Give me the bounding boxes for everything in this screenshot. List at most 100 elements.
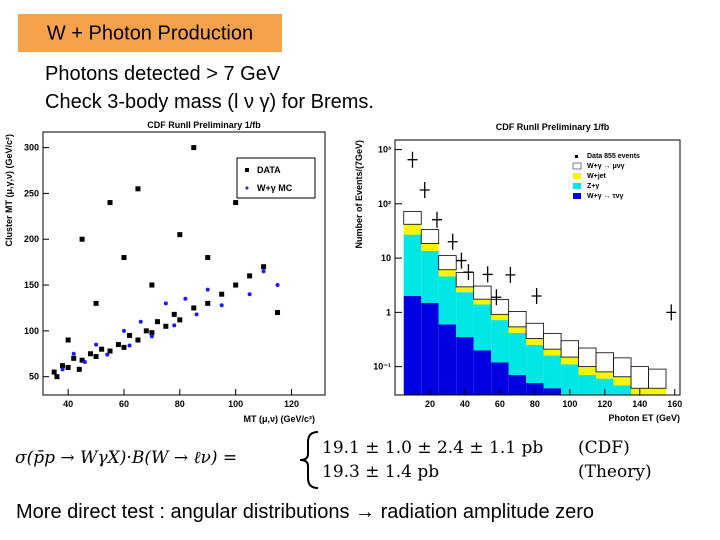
y-tick-label: 10³ — [378, 145, 391, 155]
y-tick-label: 50 — [29, 372, 39, 382]
legend-swatch — [573, 183, 581, 189]
mc-point — [275, 283, 280, 288]
y-tick-label: 10⁻¹ — [373, 362, 391, 372]
formula-source: (CDF) — [578, 438, 630, 458]
mc-point — [82, 360, 87, 365]
hist-segment — [648, 368, 667, 389]
hist-segment — [578, 347, 597, 368]
hist-segment — [630, 366, 649, 389]
legend-label: W+jet — [587, 173, 607, 180]
data-point — [191, 305, 197, 311]
hist-segment — [438, 324, 457, 395]
y-tick-label: 1 — [386, 307, 391, 317]
data-point — [447, 233, 458, 250]
footer-text: More direct test : angular distributions… — [16, 501, 594, 523]
hist-segment — [473, 299, 492, 305]
data-point — [531, 288, 542, 305]
legend-swatch — [572, 162, 582, 170]
hist-segment — [456, 337, 474, 395]
hist-segment — [561, 364, 579, 395]
hist-segment — [561, 357, 579, 365]
hist-segment — [526, 382, 544, 395]
hist-segment — [648, 388, 667, 395]
hist-segment — [543, 349, 562, 356]
legend-marker — [245, 186, 249, 190]
hist-segment — [421, 251, 439, 303]
data-point — [482, 266, 493, 283]
data-point — [93, 300, 99, 306]
mc-point — [121, 328, 126, 333]
plot-title: CDF RunII Preliminary 1/fb — [147, 120, 261, 130]
data-point — [456, 252, 467, 269]
data-point — [60, 363, 66, 369]
legend-marker — [245, 168, 249, 172]
x-tick-label: 60 — [119, 399, 129, 409]
data-point — [107, 200, 113, 206]
data-point — [51, 369, 57, 375]
data-point — [205, 300, 211, 306]
legend-box — [236, 157, 316, 199]
legend-label: DATA — [257, 165, 281, 175]
x-tick-label: 160 — [667, 399, 682, 409]
plot-frame — [42, 131, 326, 396]
hist-segment — [438, 276, 457, 325]
mc-point — [138, 319, 143, 324]
mc-point — [183, 296, 188, 301]
data-point — [171, 311, 177, 317]
hist-segment — [543, 355, 562, 389]
formula-lhs: σ(p̄p → WγX)·B(W → ℓν) = — [15, 448, 237, 468]
mc-point — [194, 312, 199, 317]
data-point — [505, 266, 516, 283]
hist-segment — [525, 322, 545, 339]
data-point — [65, 365, 71, 371]
formula-value: 19.3 ± 1.4 pb — [322, 462, 439, 482]
data-point — [87, 351, 93, 357]
data-point — [54, 374, 60, 380]
y-tick-label: 300 — [24, 143, 39, 153]
x-axis-label: MT (μ,ν) (GeV/c²) — [243, 414, 315, 424]
data-point — [233, 282, 239, 288]
mc-point — [60, 367, 65, 372]
data-point — [79, 236, 85, 242]
legend-label: W+γ → μνγ — [587, 163, 625, 170]
legend-swatch — [573, 173, 581, 179]
legend-marker — [575, 155, 578, 158]
data-point — [135, 337, 141, 343]
hist-segment — [421, 302, 439, 395]
hist-segment — [490, 299, 510, 315]
formula-value: 19.1 ± 1.0 ± 2.4 ± 1.1 pb — [322, 438, 543, 458]
x-tick-label: 40 — [63, 399, 73, 409]
plot-frame — [394, 139, 681, 396]
x-tick-label: 80 — [530, 399, 540, 409]
hist-segment — [455, 271, 475, 288]
data-point — [154, 319, 160, 325]
title-box — [18, 14, 282, 52]
hist-segment — [403, 211, 422, 225]
hist-segment — [403, 224, 422, 235]
hist-segment — [456, 286, 474, 293]
data-point — [115, 342, 121, 348]
hist-segment — [473, 285, 492, 300]
hist-segment — [473, 304, 492, 351]
hist-segment — [421, 243, 439, 252]
hist-segment — [491, 362, 509, 395]
hist-segment — [473, 350, 492, 395]
hist-segment — [403, 296, 422, 395]
y-tick-label: 250 — [24, 188, 39, 198]
data-point — [79, 357, 85, 363]
y-tick-label: 150 — [24, 280, 39, 290]
hist-segment — [596, 378, 614, 395]
mc-point — [261, 269, 266, 274]
x-axis-label: Photon ET (GeV) — [609, 413, 681, 423]
hist-segment — [578, 366, 597, 376]
data-point — [177, 317, 183, 323]
y-tick-label: 10² — [378, 199, 391, 209]
legend-label: W+γ → τνγ — [587, 193, 623, 200]
data-point — [127, 332, 133, 338]
x-tick-label: 80 — [175, 399, 185, 409]
hist-segment — [438, 255, 457, 271]
bullet: Check 3-body mass (l ν γ) for Brems. — [45, 91, 374, 113]
formula-source: (Theory) — [578, 462, 652, 482]
x-tick-label: 20 — [425, 399, 435, 409]
mc-point — [163, 301, 168, 306]
